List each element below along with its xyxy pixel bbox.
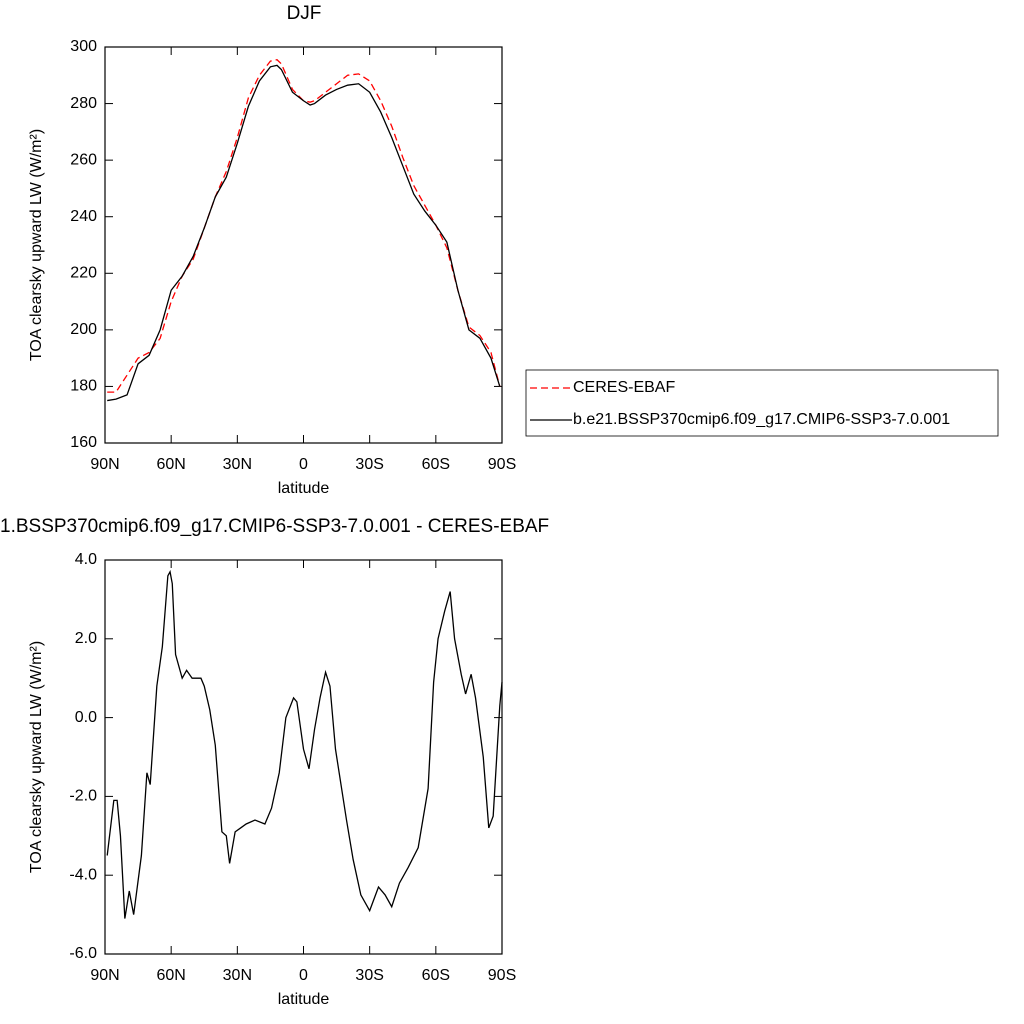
x-tick-label: 30N [223,456,252,473]
x-tick-label: 60N [156,967,185,984]
x-axis-label: latitude [278,480,330,497]
legend-label: CERES-EBAF [573,379,675,396]
y-tick-label: 160 [70,434,97,451]
x-tick-label: 60S [422,456,450,473]
series-line [107,64,501,402]
y-tick-label: -4.0 [69,866,97,883]
x-tick-label: 0 [299,967,308,984]
x-tick-label: 90N [90,456,119,473]
y-tick-label: 260 [70,151,97,168]
y-tick-label: -2.0 [69,788,97,805]
x-tick-label: 60S [422,967,450,984]
y-tick-label: 300 [70,38,97,55]
y-tick-label: 280 [70,95,97,112]
y-tick-label: -6.0 [69,945,97,962]
plot-frame [104,46,503,444]
y-tick-label: 240 [70,208,97,225]
legend-label: b.e21.BSSP370cmip6.f09_g17.CMIP6-SSP3-7.… [573,411,950,428]
x-tick-label: 30S [355,456,383,473]
x-tick-label: 0 [299,456,308,473]
legend-box [525,369,999,437]
y-tick-label: 4.0 [75,551,97,568]
y-tick-label: 0.0 [75,709,97,726]
series-line [107,59,501,393]
y-tick-label: 2.0 [75,630,97,647]
y-tick-label: 180 [70,378,97,395]
x-tick-label: 90S [488,967,516,984]
chart-title: 1.BSSP370cmip6.f09_g17.CMIP6-SSP3-7.0.00… [0,516,549,537]
x-axis-label: latitude [278,991,330,1008]
y-axis-label: TOA clearsky upward LW (W/m²) [28,641,45,873]
x-tick-label: 60N [156,456,185,473]
x-tick-label: 90S [488,456,516,473]
chart-title: DJF [287,3,322,24]
x-tick-label: 30N [223,967,252,984]
y-tick-label: 200 [70,321,97,338]
y-tick-label: 220 [70,265,97,282]
y-axis-label: TOA clearsky upward LW (W/m²) [28,129,45,361]
x-tick-label: 30S [355,967,383,984]
x-tick-label: 90N [90,967,119,984]
series-line [106,569,503,919]
